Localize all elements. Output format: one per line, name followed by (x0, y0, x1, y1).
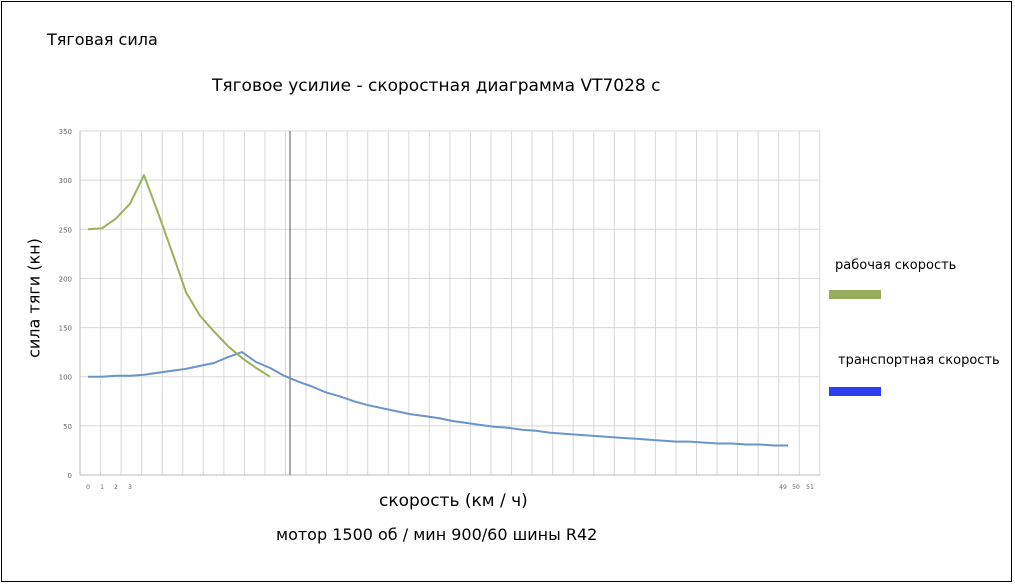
grid (79, 130, 821, 476)
x-tick-label: 3 (128, 484, 132, 491)
y-tick-labels: 0 50 100 150 200 250 300 350 (59, 128, 72, 480)
x-tick-label: 0 (86, 484, 90, 491)
legend-label-working-speed: рабочая скорость (835, 258, 957, 273)
page-heading: Тяговая сила (47, 30, 158, 49)
y-tick-label: 150 (59, 325, 72, 333)
legend-swatch-transport-speed (829, 387, 881, 396)
chart-title: Тяговое усилие - скоростная диаграмма VT… (212, 76, 661, 96)
legend-swatch-working-speed (829, 290, 881, 299)
series-line-working-speed (87, 174, 271, 378)
chart-caption: мотор 1500 об / мин 900/60 шины R42 (276, 525, 598, 544)
x-tick-label: 50 (792, 484, 800, 491)
x-tick-label: 49 (779, 484, 787, 491)
x-tick-label: 2 (114, 484, 118, 491)
series-lines (87, 174, 788, 447)
y-tick-label: 0 (68, 472, 72, 480)
y-tick-label: 250 (59, 226, 72, 234)
series-line-transport-speed (88, 351, 788, 447)
y-tick-label: 350 (59, 128, 72, 136)
y-tick-label: 300 (59, 177, 72, 185)
x-tick-label: 1 (100, 484, 104, 491)
x-axis-label: скорость (км / ч) (379, 491, 528, 511)
y-tick-label: 100 (59, 374, 72, 382)
legend-label-transport-speed: транспортная скорость (838, 353, 1000, 368)
x-tick-labels: 0 1 2 3 49 50 51 (86, 484, 814, 491)
x-tick-label: 51 (806, 484, 814, 491)
y-axis-label: сила тяги (кн) (24, 238, 44, 358)
y-tick-label: 50 (63, 423, 72, 431)
y-tick-label: 200 (59, 275, 72, 283)
